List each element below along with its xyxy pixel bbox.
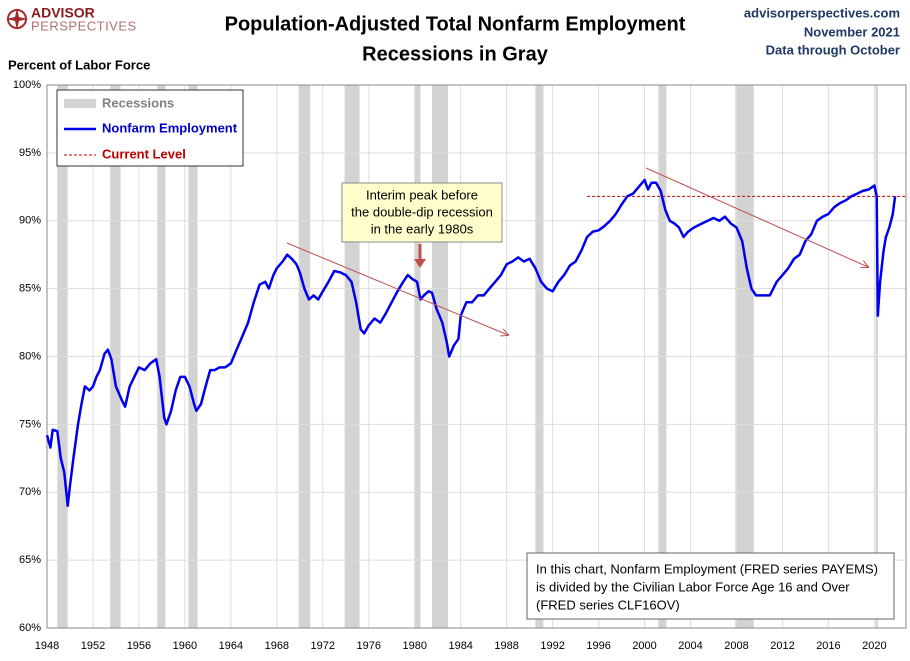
legend-label: Nonfarm Employment [102,120,238,135]
logo-text: PERSPECTIVES [31,18,137,33]
plot-border [46,84,907,629]
x-tick-label: 1976 [357,640,381,652]
x-tick-label: 2016 [816,640,840,652]
y-axis-label: Percent of Labor Force [8,57,150,72]
x-tick-label: 1964 [219,640,243,652]
legend-label: Recessions [102,95,174,110]
legend-label: Current Level [102,146,186,161]
x-tick-label: 1996 [586,640,610,652]
y-tick-label: 85% [19,283,41,295]
annotation-box [341,182,503,243]
source: advisorperspectives.com [744,5,900,20]
date: November 2021 [804,24,900,39]
x-tick-label: 1948 [35,640,59,652]
annotation-text: in the early 1980s [371,221,474,236]
legend-swatch [64,99,96,108]
y-tick-label: 90% [19,215,41,227]
data-note: Data through October [766,42,900,57]
x-tick-label: 1968 [265,640,289,652]
y-tick-label: 80% [19,350,41,362]
note-box [526,552,895,620]
trend-arrow [645,167,868,267]
trend-arrow [286,242,508,335]
x-tick-label: 1988 [494,640,518,652]
note: In this chart, Nonfarm Employment (FRED … [526,552,895,620]
legend: Recessions Nonfarm Employment Current Le… [56,89,244,167]
y-tick-label: 70% [19,486,41,498]
annotation: Interim peak before the double-dip reces… [341,182,503,268]
x-tick-label: 2012 [770,640,794,652]
x-tick-label: 1992 [540,640,564,652]
x-tick-label: 1952 [81,640,105,652]
x-tick-label: 1972 [311,640,335,652]
y-tick-label: 75% [19,418,41,430]
logo: ADVISOR PERSPECTIVES [6,5,137,33]
annotation-text: Interim peak before [366,187,478,202]
x-tick-label: 1960 [173,640,197,652]
note-text: is divided by the Civilian Labor Force A… [536,579,850,594]
x-tick-label: 2020 [862,640,886,652]
x-tick-label: 1980 [402,640,426,652]
note-text: (FRED series CLF16OV) [536,597,680,612]
x-tick-label: 2000 [632,640,656,652]
logo-text: ADVISOR [31,5,95,21]
y-tick-label: 60% [19,622,41,634]
chart-subtitle: Recessions in Gray [362,43,549,65]
x-tick-label: 1956 [127,640,151,652]
x-tick-label: 2008 [724,640,748,652]
x-tick-label: 1984 [448,640,472,652]
y-tick-label: 100% [13,79,41,91]
y-tick-label: 95% [19,147,41,159]
x-tick-label: 2004 [678,640,702,652]
chart-title: Population-Adjusted Total Nonfarm Employ… [225,13,686,35]
y-tick-label: 65% [19,554,41,566]
annotation-arrowhead [414,259,426,268]
note-text: In this chart, Nonfarm Employment (FRED … [536,561,878,576]
annotation-text: the double-dip recession [351,204,493,219]
series-line [45,178,897,508]
